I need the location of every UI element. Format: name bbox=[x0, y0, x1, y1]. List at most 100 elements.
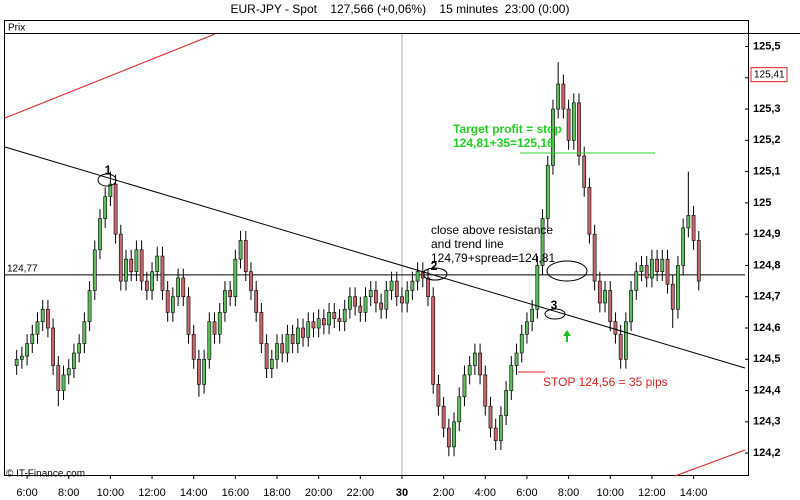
candle-body bbox=[238, 240, 243, 260]
candle-body bbox=[165, 290, 170, 313]
candle-body bbox=[592, 233, 597, 282]
candle-body bbox=[415, 271, 420, 282]
candle-body bbox=[30, 333, 35, 344]
credit: © IT-Finance.com bbox=[6, 469, 85, 480]
x-tick-label: 12:00 bbox=[638, 487, 666, 499]
last-price-box bbox=[750, 67, 788, 83]
y-tick-label: 124,4 bbox=[753, 384, 781, 396]
candle-body bbox=[483, 374, 488, 407]
marker-circle bbox=[544, 308, 566, 320]
plot bbox=[5, 34, 745, 475]
candle-body bbox=[629, 290, 633, 323]
x-tick-label: 22:00 bbox=[347, 487, 375, 499]
level-label: 124,77 bbox=[7, 263, 38, 274]
candle-body bbox=[139, 249, 144, 282]
candle-body bbox=[150, 271, 154, 291]
candle-body bbox=[228, 290, 233, 298]
candle-body bbox=[618, 333, 623, 360]
annotation: close above resistance bbox=[431, 223, 553, 237]
x-tick-label: 14:00 bbox=[180, 487, 208, 499]
candle-body bbox=[191, 333, 196, 360]
candle-body bbox=[519, 333, 524, 354]
annotation: 124,81+35=125,16 bbox=[453, 136, 554, 150]
candle-body bbox=[686, 215, 691, 229]
candle-body bbox=[254, 290, 259, 313]
candle-body bbox=[436, 383, 441, 407]
candle-body bbox=[681, 227, 686, 266]
candle-body bbox=[108, 183, 113, 197]
candle-body bbox=[639, 265, 644, 273]
candle-body bbox=[670, 283, 675, 310]
candle-body bbox=[374, 290, 378, 304]
candle-body bbox=[176, 277, 180, 298]
candle-body bbox=[691, 215, 696, 241]
marker-circle bbox=[97, 173, 117, 187]
candle-body bbox=[77, 343, 82, 354]
candle-body bbox=[290, 333, 295, 344]
candle-body bbox=[87, 290, 92, 323]
candle-body bbox=[509, 365, 514, 391]
candle-body bbox=[348, 296, 352, 310]
y-tick-label: 125,1 bbox=[753, 166, 781, 178]
x-tick-label: 8:00 bbox=[58, 487, 79, 499]
candle-body bbox=[249, 271, 253, 291]
plot-frame bbox=[4, 20, 749, 476]
candle-body bbox=[92, 249, 97, 291]
candle-body bbox=[82, 321, 87, 344]
candle-body bbox=[624, 321, 628, 360]
y-tick-label: 125 bbox=[753, 197, 771, 209]
chart-title: EUR-JPY - Spot 127,566 (+0,06%) 15 minut… bbox=[231, 2, 570, 16]
candle-body bbox=[368, 290, 373, 298]
candle-body bbox=[144, 280, 149, 291]
y-tick-label: 125,5 bbox=[753, 40, 781, 52]
x-tick-label: 4:00 bbox=[475, 487, 496, 499]
candle-body bbox=[597, 280, 602, 304]
candle-body bbox=[457, 396, 462, 423]
candle-body bbox=[696, 240, 701, 282]
candle-body bbox=[322, 318, 326, 326]
candle-body bbox=[223, 290, 227, 313]
candle-body bbox=[446, 427, 451, 448]
candle-body bbox=[389, 280, 394, 291]
candle-body bbox=[379, 302, 384, 310]
x-tick-label: 30 bbox=[396, 487, 408, 499]
last-price-label: 125,41 bbox=[754, 69, 785, 80]
candle-body bbox=[46, 308, 50, 329]
candle-body bbox=[571, 102, 576, 141]
candle-body bbox=[613, 321, 618, 335]
candle-body bbox=[20, 355, 24, 360]
candle-body bbox=[14, 358, 19, 366]
candle-body bbox=[280, 343, 285, 354]
candle-body bbox=[316, 318, 321, 329]
candle-body bbox=[113, 183, 118, 235]
candle-body bbox=[634, 271, 639, 291]
candle-body bbox=[353, 296, 357, 307]
candle-body bbox=[551, 108, 555, 166]
candle-body bbox=[181, 277, 186, 298]
candle-body bbox=[582, 155, 587, 188]
candle-body bbox=[426, 277, 430, 298]
candle-body bbox=[124, 258, 128, 282]
candle-body bbox=[400, 296, 404, 304]
candle-body bbox=[66, 368, 71, 376]
candle-body bbox=[545, 165, 550, 219]
x-tick-label: 20:00 bbox=[305, 487, 333, 499]
y-tick-label: 124,6 bbox=[753, 322, 781, 334]
candle-body bbox=[514, 352, 519, 366]
candle-body bbox=[98, 218, 102, 251]
candle-body bbox=[655, 258, 659, 273]
candle-body bbox=[35, 321, 40, 335]
candle-body bbox=[171, 296, 175, 313]
annotation: 2 bbox=[431, 259, 438, 273]
candle-body bbox=[129, 258, 134, 273]
axis-label: Prix bbox=[8, 23, 25, 34]
candle-body bbox=[160, 255, 165, 291]
candle-body bbox=[264, 343, 269, 369]
y-tick-label: 124,7 bbox=[753, 291, 781, 303]
x-tick-label: 10:00 bbox=[596, 487, 624, 499]
marker-circle bbox=[546, 260, 588, 282]
candle-body bbox=[155, 255, 160, 273]
candle-body bbox=[566, 108, 571, 141]
candle-body bbox=[207, 321, 212, 360]
